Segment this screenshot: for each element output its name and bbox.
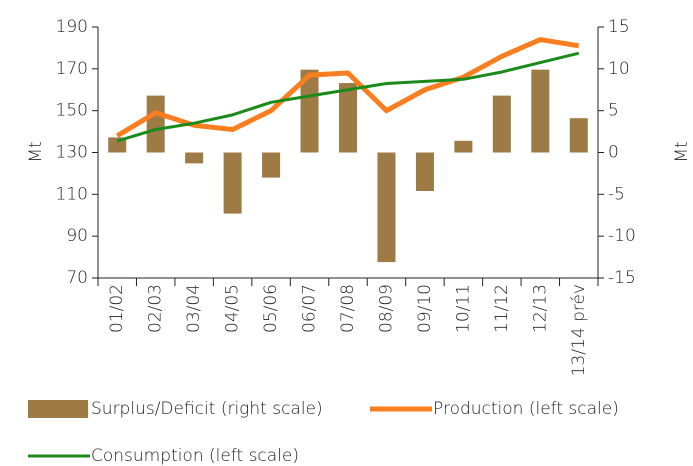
legend-label: Surplus/Deficit (right scale) xyxy=(91,399,323,419)
x-tick-label: 05/06 xyxy=(261,284,281,333)
x-tick-label: 02/03 xyxy=(146,284,166,333)
x-tick-label: 07/08 xyxy=(338,284,358,333)
y-tick-label: 70 xyxy=(66,268,88,288)
y-tick-label: 110 xyxy=(56,184,88,204)
bar xyxy=(415,152,434,191)
y2-tick-label: -5 xyxy=(608,184,625,204)
bar xyxy=(262,152,281,178)
x-tick-label: 03/04 xyxy=(184,284,204,333)
bar xyxy=(492,95,511,153)
x-tick-label: 13/14 prév xyxy=(569,284,589,376)
y2-tick-label: -15 xyxy=(608,268,636,288)
y2-axis-label: Mt xyxy=(672,141,692,162)
bar xyxy=(185,152,204,164)
y2-tick-label: 15 xyxy=(608,17,630,37)
y-tick-label: 170 xyxy=(56,59,88,79)
bar xyxy=(569,118,588,153)
bar xyxy=(300,69,319,153)
y2-tick-label: 10 xyxy=(608,59,630,79)
x-tick-label: 04/05 xyxy=(223,284,243,333)
line xyxy=(115,37,580,138)
y2-tick-label: 0 xyxy=(608,143,619,163)
bar xyxy=(377,152,396,263)
legend-label: Consumption (left scale) xyxy=(91,446,299,466)
bar xyxy=(339,83,357,153)
bar xyxy=(454,140,473,153)
line xyxy=(116,51,580,143)
x-tick-label: 09/10 xyxy=(415,284,435,333)
y-tick-label: 130 xyxy=(56,143,88,163)
y-tick-label: 90 xyxy=(66,226,88,246)
x-tick-label: 12/13 xyxy=(530,284,550,333)
bar xyxy=(223,152,242,214)
y-tick-label: 150 xyxy=(56,101,88,121)
y2-tick-label: 5 xyxy=(608,101,619,121)
x-tick-label: 11/12 xyxy=(492,284,512,333)
y2-tick-label: -10 xyxy=(608,226,636,246)
x-tick-label: 06/07 xyxy=(300,284,320,333)
y-tick-label: 190 xyxy=(56,17,88,37)
x-tick-label: 01/02 xyxy=(107,284,127,333)
x-tick-label: 10/11 xyxy=(453,284,473,333)
legend-swatch xyxy=(28,400,88,418)
y-axis-label: Mt xyxy=(26,141,46,162)
bar xyxy=(531,69,550,153)
bar xyxy=(146,95,165,153)
legend-label: Production (left scale) xyxy=(433,399,619,419)
x-tick-label: 08/09 xyxy=(376,284,396,333)
